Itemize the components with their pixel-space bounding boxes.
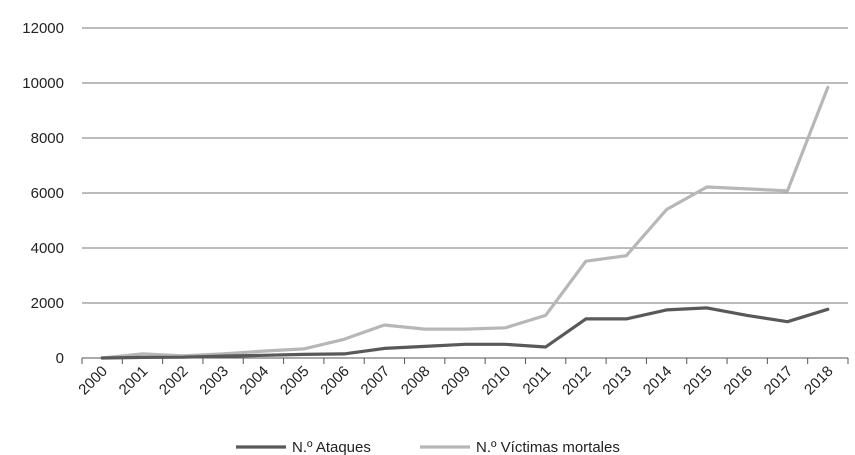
x-tick-label: 2016 [720, 363, 756, 399]
y-tick-label: 2000 [31, 295, 64, 312]
x-tick-label: 2009 [438, 363, 474, 399]
gridlines [82, 27, 848, 304]
x-tick-label: 2004 [237, 363, 273, 399]
x-tick-label: 2001 [116, 363, 152, 399]
x-tick-label: 2013 [599, 363, 635, 399]
y-tick-label: 12000 [22, 20, 64, 37]
x-tick-label: 2011 [520, 363, 555, 398]
legend: N.º Ataques N.º Víctimas mortales [236, 439, 620, 455]
y-axis-tick-labels: 0 2000 4000 6000 8000 10000 12000 [22, 20, 64, 367]
x-tick-label: 2012 [559, 363, 595, 399]
y-tick-label: 0 [56, 350, 64, 367]
x-tick-label: 2003 [196, 363, 232, 399]
x-tick-label: 2002 [156, 363, 192, 399]
x-tick-label: 2006 [317, 363, 353, 399]
y-tick-label: 6000 [31, 185, 64, 202]
y-tick-label: 8000 [31, 130, 64, 147]
x-tick-label: 2010 [479, 363, 515, 399]
x-axis [81, 357, 849, 364]
x-tick-label: 2000 [75, 363, 111, 399]
series-line-victimas [100, 85, 830, 360]
x-tick-label: 2014 [640, 363, 676, 399]
y-tick-label: 10000 [22, 75, 64, 92]
series-lines [100, 85, 830, 360]
x-axis-tick-labels: 2000 2001 2002 2003 2004 2005 2006 2007 2008 2009… [75, 363, 836, 399]
legend-label-victimas: N.º Víctimas mortales [476, 439, 620, 455]
x-tick-label: 2005 [277, 363, 313, 399]
x-tick-label: 2017 [761, 363, 797, 399]
x-tick-label: 2007 [358, 363, 394, 399]
x-tick-label: 2018 [801, 363, 837, 399]
series-line-ataques [100, 306, 830, 360]
x-tick-label: 2008 [398, 363, 434, 399]
y-tick-label: 4000 [31, 240, 64, 257]
x-tick-label: 2015 [680, 363, 716, 399]
legend-label-ataques: N.º Ataques [292, 439, 371, 455]
